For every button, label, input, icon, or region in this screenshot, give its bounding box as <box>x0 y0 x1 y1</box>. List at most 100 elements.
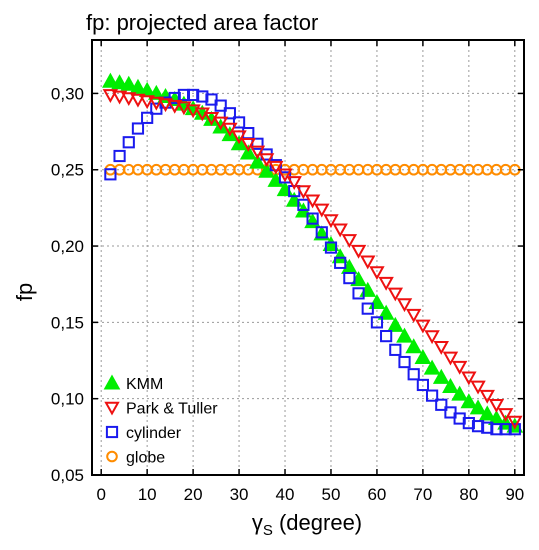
data-point-cylinder <box>113 149 126 163</box>
data-point-park-tuller <box>295 185 312 200</box>
data-point-park-tuller <box>148 96 165 111</box>
data-point-park-tuller <box>369 266 385 281</box>
data-point-cylinder <box>196 90 209 103</box>
data-point-kmm <box>368 293 386 310</box>
data-point-cylinder <box>370 316 384 329</box>
legend-marker-globe <box>106 450 118 463</box>
data-point-park-tuller <box>249 145 266 160</box>
data-point-park-tuller <box>488 398 505 413</box>
data-point-park-tuller <box>507 415 523 430</box>
legend-label-kmm: KMM <box>126 376 163 393</box>
data-point-park-tuller <box>231 130 247 145</box>
legend-label-cylinder: cylinder <box>126 425 182 442</box>
x-tick-label: 40 <box>276 485 295 504</box>
axis-ticks: 0 10 20 30 40 50 60 70 80 90 0,05 0,10 0,15 0,20 0,25 0… <box>51 40 524 504</box>
data-point-cylinder <box>150 102 163 115</box>
data-point-cylinder <box>425 389 439 402</box>
data-point-cylinder <box>343 272 356 285</box>
data-point-park-tuller <box>102 89 119 104</box>
plot-area-frame <box>91 39 525 476</box>
y-tick-label: 0,05 <box>51 466 84 485</box>
data-point-park-tuller <box>139 95 155 110</box>
data-point-cylinder <box>444 406 457 419</box>
data-point-cylinder <box>168 91 181 105</box>
y-tick-label: 0,10 <box>51 390 84 409</box>
data-point-park-tuller <box>497 408 514 423</box>
data-point-park-tuller <box>130 93 146 108</box>
data-point-cylinder <box>297 198 310 211</box>
data-point-park-tuller <box>277 168 293 183</box>
x-tick-label: 50 <box>322 485 341 504</box>
data-point-cylinder <box>352 287 365 300</box>
data-point-park-tuller <box>258 153 275 168</box>
data-point-park-tuller <box>442 351 459 366</box>
y-axis-title: fp <box>12 283 37 301</box>
data-point-kmm <box>469 399 487 415</box>
y-tick-label: 0,25 <box>51 161 84 180</box>
data-point-cylinder <box>104 168 117 181</box>
data-point-kmm <box>239 144 257 160</box>
data-point-cylinder <box>435 398 448 411</box>
data-point-kmm <box>249 153 266 169</box>
data-point-park-tuller <box>157 98 174 113</box>
data-point-park-tuller <box>176 101 192 116</box>
data-series-layer <box>102 72 524 436</box>
data-point-kmm <box>102 72 119 88</box>
y-tick-label: 0,20 <box>51 237 84 256</box>
data-point-kmm <box>322 235 340 252</box>
data-point-cylinder <box>177 88 191 102</box>
data-point-kmm <box>386 316 404 332</box>
data-point-park-tuller <box>406 308 422 323</box>
x-tick-label: 80 <box>459 485 478 504</box>
data-point-park-tuller <box>323 214 339 229</box>
data-point-kmm <box>331 248 349 264</box>
series-park-tuller <box>102 89 523 430</box>
data-point-kmm <box>432 368 450 384</box>
x-tick-label: 20 <box>184 485 203 504</box>
data-point-park-tuller <box>461 371 477 386</box>
series-globe <box>104 163 521 176</box>
data-point-cylinder <box>407 368 420 381</box>
data-point-kmm <box>111 74 128 90</box>
data-point-cylinder <box>306 212 319 225</box>
data-point-cylinder <box>324 241 338 254</box>
data-point-park-tuller <box>387 287 404 302</box>
data-point-park-tuller <box>167 99 183 114</box>
y-tick-label: 0,30 <box>51 84 84 103</box>
x-tick-label: 70 <box>413 485 432 504</box>
data-point-kmm <box>414 348 432 364</box>
y-tick-label: 0,15 <box>51 313 84 332</box>
series-cylinder <box>104 88 521 436</box>
data-point-kmm <box>377 304 395 320</box>
x-tick-label: 30 <box>230 485 249 504</box>
x-axis-title-rest: (degree) <box>273 510 362 535</box>
legend: KMM Park & Tuller cylinder globe <box>103 374 218 467</box>
legend-marker-cylinder <box>105 425 119 439</box>
series-kmm <box>102 72 524 433</box>
data-point-park-tuller <box>350 244 367 259</box>
data-point-cylinder <box>315 226 328 239</box>
data-point-park-tuller <box>304 194 321 209</box>
chart-title: fp: projected area factor <box>86 10 318 35</box>
data-point-park-tuller <box>396 298 413 313</box>
x-tick-label: 10 <box>138 485 157 504</box>
x-tick-label: 0 <box>96 485 105 504</box>
data-point-park-tuller <box>479 389 495 404</box>
data-point-kmm <box>405 338 423 354</box>
data-point-cylinder <box>334 256 347 269</box>
data-point-park-tuller <box>360 255 376 270</box>
data-point-cylinder <box>499 423 512 436</box>
data-point-kmm <box>129 78 147 94</box>
data-point-kmm <box>478 405 496 421</box>
data-point-park-tuller <box>240 137 256 152</box>
x-axis-title: γS (degree) <box>252 510 362 539</box>
data-point-park-tuller <box>121 92 137 107</box>
data-point-cylinder <box>490 423 503 436</box>
data-point-cylinder <box>205 93 218 106</box>
data-point-park-tuller <box>433 340 449 355</box>
data-point-cylinder <box>232 116 246 129</box>
legend-marker-kmm <box>103 374 121 390</box>
data-point-cylinder <box>462 417 475 430</box>
data-point-cylinder <box>141 111 154 124</box>
